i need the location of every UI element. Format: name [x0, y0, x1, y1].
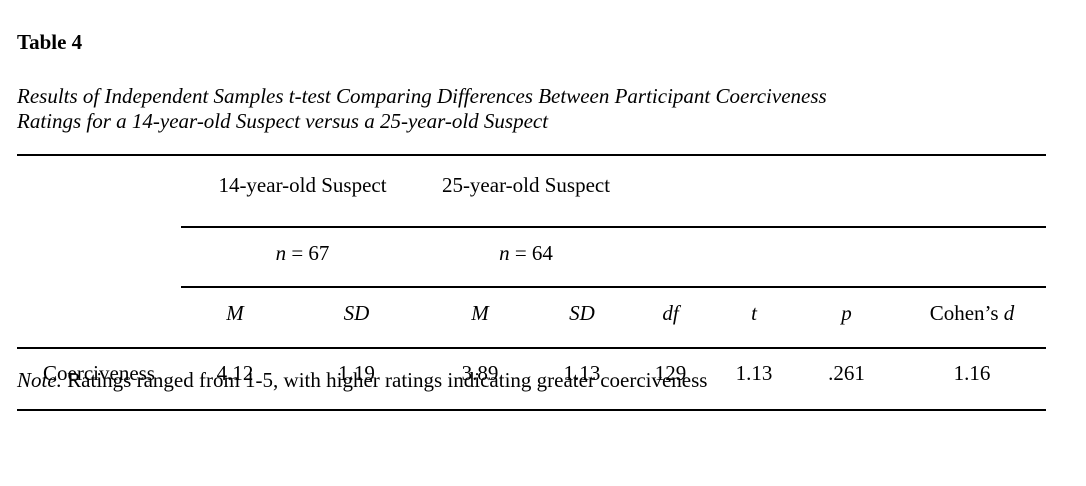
n-value: = 67	[286, 240, 330, 265]
group-header-25yo: 25-year-old Suspect	[424, 154, 628, 228]
sample-size-14yo: n = 67	[181, 227, 424, 288]
n-symbol: n	[275, 240, 287, 265]
col-header-df: df	[628, 287, 713, 349]
empty-cell	[628, 154, 1046, 228]
col-header-sd-25yo: SD	[536, 287, 628, 349]
col-header-mean-14yo: M	[181, 287, 289, 349]
col-header-cohens-d: Cohen’s d	[898, 287, 1046, 349]
cell-mean-25yo: 3.89	[424, 348, 536, 411]
table-row: Coerciveness 4.12 1.19 3.89 1.13 129 1.1…	[17, 348, 1046, 411]
n-value: = 64	[509, 240, 553, 265]
column-header-row: M SD M SD df t p Cohen’s d	[17, 287, 1046, 349]
cell-mean-14yo: 4.12	[181, 348, 289, 411]
results-table: 14-year-old Suspect 25-year-old Suspect …	[17, 154, 1046, 411]
cell-t: 1.13	[713, 348, 795, 411]
cell-sd-14yo: 1.19	[289, 348, 424, 411]
note-label: Note.	[17, 368, 62, 392]
cell-cohens-d: 1.16	[898, 348, 1046, 411]
col-header-mean-25yo: M	[424, 287, 536, 349]
empty-cell	[628, 227, 1046, 288]
sample-size-row: n = 67 n = 64	[17, 227, 1046, 288]
cohens-prefix: Cohen’s	[929, 300, 1004, 325]
col-header-t: t	[713, 287, 795, 349]
row-label-coerciveness: Coerciveness	[17, 348, 181, 411]
n-symbol: n	[499, 240, 510, 265]
table-caption: Results of Independent Samples t-test Co…	[17, 84, 827, 134]
empty-cell	[17, 227, 181, 287]
table-note: Note. Ratings ranged from 1-5, with high…	[17, 368, 707, 393]
caption-line-2: Ratings for a 14-year-old Suspect versus…	[17, 109, 549, 133]
group-header-14yo: 14-year-old Suspect	[181, 154, 424, 228]
cell-p: .261	[795, 348, 898, 411]
cohens-d-symbol: d	[1003, 300, 1015, 325]
empty-cell	[17, 154, 181, 227]
col-header-sd-14yo: SD	[289, 287, 424, 349]
sample-size-25yo: n = 64	[424, 227, 628, 288]
note-text: Ratings ranged from 1-5, with higher rat…	[61, 368, 708, 392]
col-header-p: p	[795, 287, 898, 349]
cell-sd-25yo: 1.13	[536, 348, 628, 411]
group-header-row: 14-year-old Suspect 25-year-old Suspect	[17, 154, 1046, 228]
table-number-label: Table 4	[17, 30, 83, 54]
caption-line-1: Results of Independent Samples t-test Co…	[17, 84, 827, 108]
empty-cell	[17, 287, 181, 349]
cell-df: 129	[628, 348, 713, 411]
